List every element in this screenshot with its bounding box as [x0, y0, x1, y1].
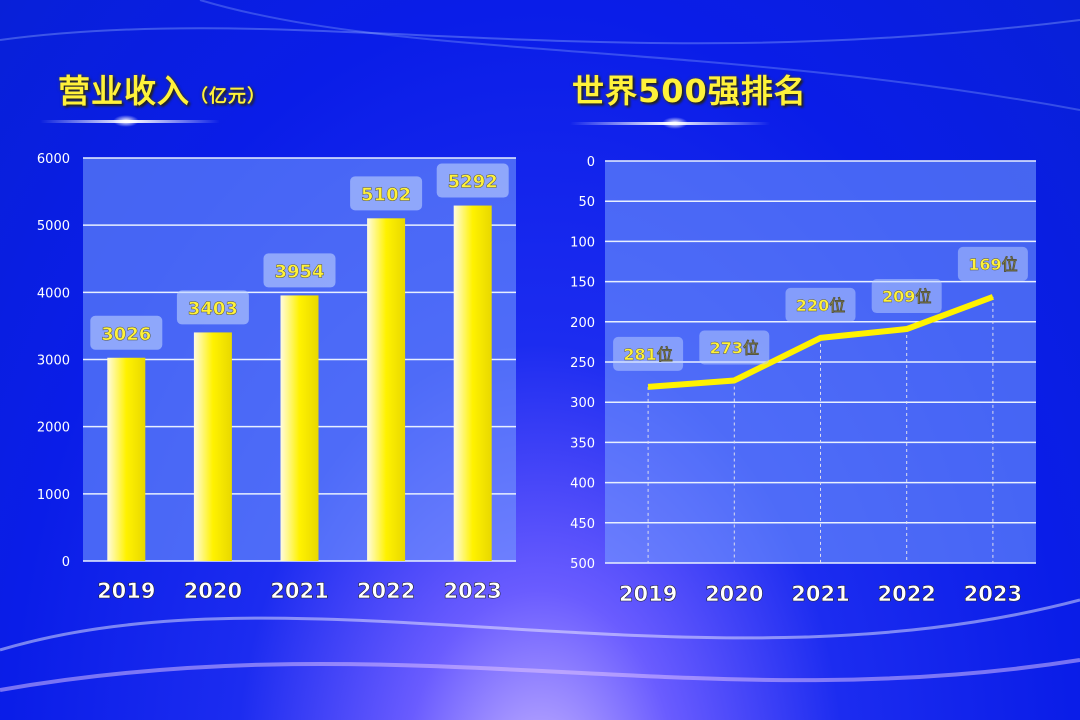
data-label-box	[350, 176, 423, 211]
y-tick-label: 0	[62, 555, 70, 570]
x-tick-label: 2019	[97, 579, 155, 603]
bar	[453, 205, 492, 561]
data-label: 273位	[710, 338, 759, 357]
left-title: 营业收入（亿元）	[58, 66, 266, 112]
bar	[280, 295, 319, 561]
data-label: 220位	[796, 296, 845, 315]
y-tick-label: 1000	[37, 488, 70, 503]
x-tick-label: 2020	[184, 579, 242, 603]
x-tick-label: 2023	[443, 579, 501, 603]
bar	[367, 218, 406, 561]
y-tick-label: 100	[570, 235, 595, 250]
x-tick-label: 2021	[791, 582, 849, 606]
flare-dot	[113, 115, 139, 127]
data-label-box	[90, 315, 163, 350]
x-tick-label: 2019	[619, 582, 677, 606]
y-tick-label: 200	[570, 316, 595, 331]
y-tick-label: 4000	[37, 286, 70, 301]
x-tick-label: 2022	[357, 579, 415, 603]
data-label: 3403	[188, 298, 238, 319]
x-tick-label: 2023	[964, 582, 1022, 606]
left-title-text: 营业收入	[58, 72, 191, 110]
data-label-box	[699, 330, 770, 365]
y-tick-label: 5000	[37, 219, 70, 234]
y-tick-label: 3000	[37, 354, 70, 369]
x-tick-label: 2021	[270, 579, 328, 603]
data-label-box	[871, 279, 942, 314]
bar	[107, 357, 146, 561]
rank-line	[647, 294, 994, 390]
data-label-box	[176, 290, 249, 325]
data-label: 281位	[623, 345, 672, 364]
data-label: 5292	[448, 172, 498, 193]
right-title: 世界500强排名	[572, 72, 807, 110]
left-title-unit: （亿元）	[190, 86, 267, 107]
y-tick-label: 300	[570, 396, 595, 411]
y-tick-label: 400	[570, 477, 595, 492]
data-label: 3954	[274, 261, 324, 282]
data-label-box	[436, 163, 509, 198]
y-tick-label: 450	[570, 517, 595, 532]
y-tick-label: 250	[570, 356, 595, 371]
y-tick-label: 50	[578, 195, 595, 210]
data-label-box	[613, 336, 684, 371]
y-tick-label: 2000	[37, 421, 70, 436]
bar	[193, 332, 232, 561]
data-label: 169位	[968, 255, 1017, 274]
data-label-box	[957, 246, 1028, 281]
x-tick-label: 2022	[877, 582, 935, 606]
data-label: 5102	[361, 184, 411, 205]
data-label: 209位	[882, 287, 931, 306]
data-label-box	[785, 287, 856, 322]
data-label-box	[263, 253, 336, 288]
flare-dot	[662, 117, 688, 129]
y-tick-label: 150	[570, 276, 595, 291]
y-tick-label: 350	[570, 436, 595, 451]
data-label: 3026	[101, 324, 151, 345]
y-tick-label: 0	[587, 155, 595, 170]
y-tick-label: 500	[570, 557, 595, 572]
x-tick-label: 2020	[705, 582, 763, 606]
y-tick-label: 6000	[37, 152, 70, 167]
